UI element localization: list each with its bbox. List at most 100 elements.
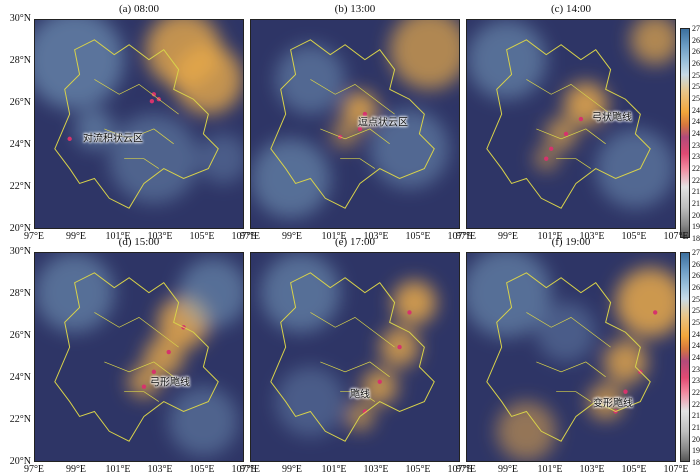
colorbar-tick-label: 263 xyxy=(692,283,700,292)
cloud-region xyxy=(260,253,341,333)
satellite-image xyxy=(35,20,243,228)
cloud-region xyxy=(361,368,398,405)
x-tick-label: 97°E xyxy=(455,231,477,242)
x-tick-label: 105°E xyxy=(189,464,215,475)
y-tick-label: 28°N xyxy=(9,288,31,299)
y-tick-label: 20°N xyxy=(9,223,31,234)
convective-core xyxy=(166,349,171,355)
cloud-region xyxy=(595,128,675,209)
colorbar-tick-label: 249 xyxy=(692,105,700,115)
convective-core xyxy=(362,409,368,414)
x-tick-label: 97°E xyxy=(23,464,45,475)
colorbar-tick-label: 237 xyxy=(692,364,700,374)
colorbar-tick-label: 217 xyxy=(692,411,700,421)
panel-title-e: (e) 17:00 xyxy=(334,236,375,248)
colorbar-tick-label: 266 xyxy=(692,47,700,57)
province-boundary xyxy=(54,39,219,209)
x-tick-label: 97°E xyxy=(239,464,261,475)
colorbar-tick-label: 194 xyxy=(692,222,700,232)
colorbar-tick-label: 245 xyxy=(692,117,700,127)
x-tick-label: 97°E xyxy=(239,231,261,242)
colorbar-tick-label: 223 xyxy=(692,399,700,409)
cloud-region xyxy=(545,118,577,150)
prefecture-boundary xyxy=(526,79,611,169)
province-boundary xyxy=(54,272,219,442)
colorbar-tick-label: 228 xyxy=(692,164,700,173)
panel-title-f: (f) 19:00 xyxy=(551,236,591,248)
x-tick-label: 107°E xyxy=(663,464,689,475)
annotation-c: 弓状飑线 xyxy=(592,112,632,124)
y-tick-label: 20°N xyxy=(9,456,31,467)
colorbar-tick-label: 256 xyxy=(692,306,700,316)
map-panel-b xyxy=(250,19,460,229)
x-tick-label: 103°E xyxy=(579,231,605,242)
colorbar-tick-label: 203 xyxy=(692,434,700,444)
cloud-region xyxy=(342,91,378,127)
prefecture-boundary xyxy=(94,79,179,169)
prefecture-boundary xyxy=(94,312,179,402)
y-tick-label: 30°N xyxy=(9,13,31,24)
x-tick-label: 107°E xyxy=(231,231,257,242)
colorbar-tick-label: 269 xyxy=(692,259,700,269)
annotation-e: 飑线 xyxy=(350,389,370,401)
cloud-region xyxy=(198,133,243,184)
y-tick-label: 24°N xyxy=(9,372,31,383)
cloud-region xyxy=(173,44,243,115)
annotation-a: 对流积状云区 xyxy=(83,133,143,145)
prefecture-boundary xyxy=(310,312,395,402)
convective-core xyxy=(397,344,402,350)
cloud-region xyxy=(178,257,243,328)
annotation-b: 逗点状云区 xyxy=(358,117,408,129)
colorbar-tick-label: 210 xyxy=(692,199,700,208)
province-boundary xyxy=(486,272,651,442)
cloud-region xyxy=(467,20,547,100)
convective-core xyxy=(141,384,147,389)
panel-title-b: (b) 13:00 xyxy=(334,3,376,15)
y-tick-label: 22°N xyxy=(9,414,31,425)
satellite-image xyxy=(467,253,675,461)
convective-core xyxy=(377,379,382,384)
colorbar-tick-label: 233 xyxy=(692,376,700,386)
cloud-region xyxy=(35,20,125,110)
cloud-region xyxy=(109,114,199,204)
cloud-region xyxy=(275,366,346,437)
convective-core xyxy=(151,92,157,97)
satellite-image xyxy=(35,253,243,461)
x-tick-label: 105°E xyxy=(189,231,215,242)
x-tick-label: 107°E xyxy=(447,464,473,475)
x-tick-label: 103°E xyxy=(147,464,173,475)
convective-core xyxy=(544,156,549,161)
colorbar-tick-label: 266 xyxy=(692,271,700,281)
cloud-region xyxy=(603,340,648,384)
y-tick-label: 22°N xyxy=(9,181,31,192)
cloud-region xyxy=(35,253,115,333)
cloud-region xyxy=(331,120,359,148)
colorbar-tick-label: 263 xyxy=(692,59,700,68)
x-tick-label: 99°E xyxy=(497,231,519,242)
map-panel-d xyxy=(34,252,244,462)
convective-core xyxy=(67,136,72,142)
cloud-region xyxy=(630,20,675,65)
colorbar-tick-label: 182 xyxy=(692,458,700,467)
x-tick-label: 107°E xyxy=(447,231,473,242)
convective-core xyxy=(623,389,628,394)
colorbar-tick-label: 271 xyxy=(692,248,700,257)
y-tick-label: 30°N xyxy=(9,246,31,257)
colorbar-tick-label: 253 xyxy=(692,318,700,327)
x-tick-label: 105°E xyxy=(621,231,647,242)
x-tick-label: 99°E xyxy=(281,231,303,242)
y-tick-label: 26°N xyxy=(9,97,31,108)
colorbar-tick-label: 217 xyxy=(692,187,700,197)
cloud-region xyxy=(251,138,331,219)
x-tick-label: 101°E xyxy=(321,231,347,242)
map-panel-e xyxy=(250,252,460,462)
x-tick-label: 101°E xyxy=(321,464,347,475)
panel-title-a: (a) 08:00 xyxy=(118,3,159,15)
x-tick-label: 107°E xyxy=(231,464,257,475)
x-tick-label: 97°E xyxy=(455,464,477,475)
colorbar-top xyxy=(680,28,690,238)
cloud-region xyxy=(369,109,450,189)
colorbar-tick-label: 245 xyxy=(692,341,700,351)
cloud-region xyxy=(168,386,239,457)
colorbar-tick-label: 259 xyxy=(692,294,700,304)
